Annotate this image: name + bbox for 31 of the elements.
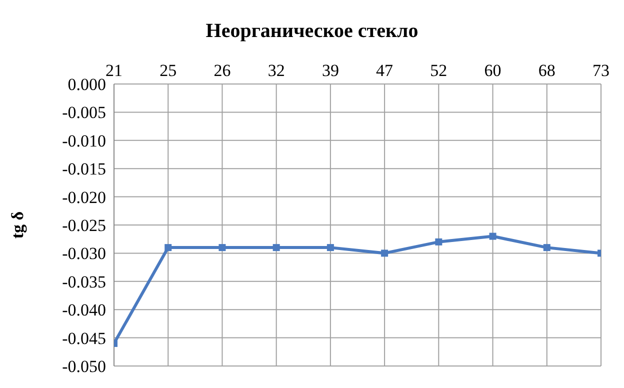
- x-tick-label: 52: [430, 61, 448, 80]
- y-tick-label: -0.035: [62, 272, 106, 292]
- x-tick-label: 25: [160, 61, 177, 80]
- x-tick-label: 21: [106, 61, 122, 80]
- x-tick-label: 32: [268, 61, 285, 80]
- y-tick-label: -0.040: [62, 300, 106, 320]
- y-tick-label: -0.030: [62, 244, 106, 264]
- point: [164, 244, 172, 252]
- y-tick-label: -0.020: [62, 188, 106, 207]
- point: [272, 244, 280, 252]
- y-tick-label: -0.045: [62, 328, 106, 348]
- x-tick-label: 26: [214, 61, 231, 80]
- y-tick-label: -0.025: [62, 216, 106, 236]
- y-tick-label: -0.005: [62, 103, 106, 122]
- point: [489, 232, 496, 240]
- y-tick-label: -0.010: [62, 131, 106, 150]
- chart-title: Неорганическое стекло: [204, 20, 420, 43]
- y-tick-label: -0.050: [62, 357, 106, 376]
- point: [381, 250, 388, 257]
- point: [218, 244, 226, 252]
- x-tick-label: 68: [538, 61, 556, 80]
- y-tick-label: 0.000: [68, 75, 106, 94]
- point: [435, 238, 442, 246]
- y-axis-title: tg δ: [8, 211, 28, 239]
- x-tick-label: 39: [322, 61, 339, 80]
- x-tick-label: 73: [592, 61, 610, 80]
- x-tick-label: 60: [484, 61, 502, 80]
- x-tick-label: 47: [376, 61, 394, 80]
- y-tick-label: -0.015: [62, 160, 106, 179]
- point: [326, 244, 334, 252]
- point: [543, 244, 550, 252]
